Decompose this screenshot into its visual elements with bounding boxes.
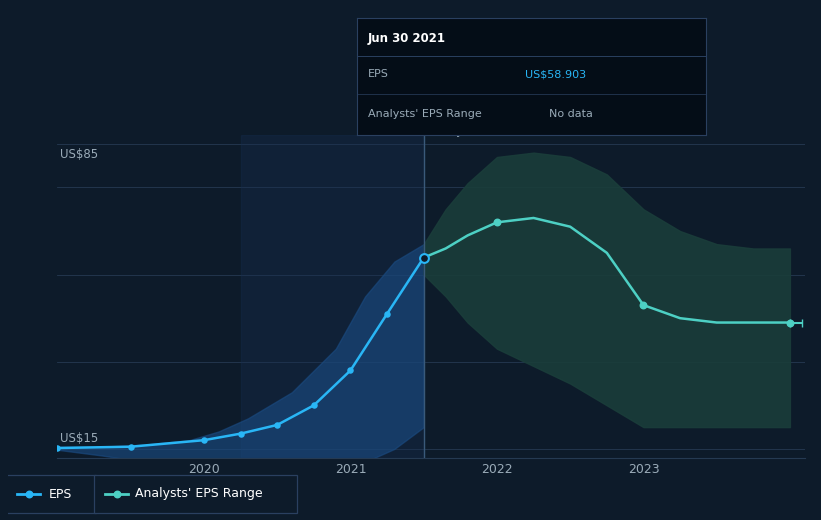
Bar [241,135,424,458]
Point [271,421,284,429]
Text: US$15: US$15 [61,432,99,445]
Text: Analysts Forecasts: Analysts Forecasts [429,124,539,137]
Point [307,401,320,409]
Text: Analysts' EPS Range: Analysts' EPS Range [135,488,262,500]
Point [344,366,357,374]
Point [110,490,123,498]
Text: US$58.903: US$58.903 [525,69,585,80]
Point [783,318,796,327]
Point [380,310,393,318]
Text: Analysts' EPS Range: Analysts' EPS Range [368,109,481,119]
FancyBboxPatch shape [94,475,297,513]
Point [490,218,503,227]
FancyBboxPatch shape [6,475,96,513]
Point [417,253,430,262]
Text: Actual: Actual [376,124,418,137]
Text: EPS: EPS [368,69,388,80]
Text: EPS: EPS [49,488,72,500]
Point [637,301,650,309]
Point [197,436,210,444]
Text: No data: No data [549,109,593,119]
Point [124,443,137,451]
Text: Jun 30 2021: Jun 30 2021 [368,32,446,45]
Point [51,444,64,452]
Text: US$85: US$85 [61,148,99,161]
Point [22,490,35,498]
Point [234,430,247,438]
